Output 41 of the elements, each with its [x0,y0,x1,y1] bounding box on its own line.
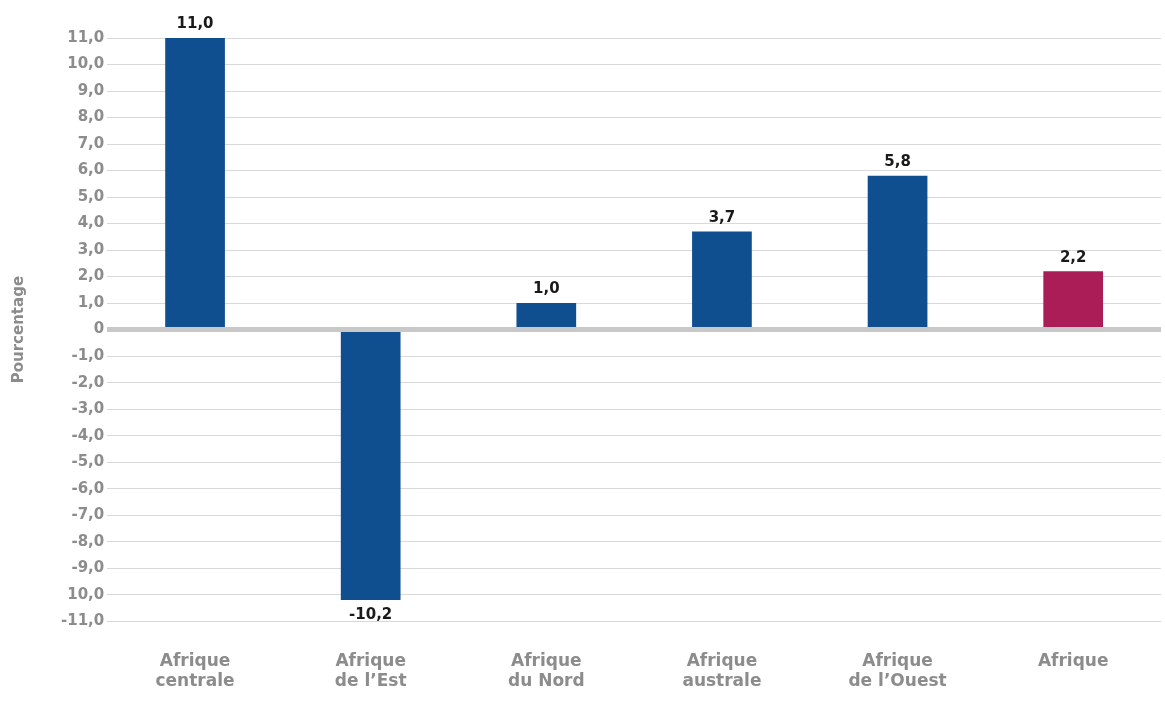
y-tick-label: -9,0 [71,558,105,577]
bar [516,303,577,328]
y-tick-label: 7,0 [77,133,105,152]
y-tick-label: 11,0 [67,27,105,46]
y-tick-label: 1,0 [77,292,105,311]
y-tick-label: 2,0 [77,266,105,285]
bar [692,231,752,328]
y-tick-label: 6,0 [77,160,105,179]
y-tick-label: 0 [93,319,105,338]
y-tick-label: -2,0 [71,372,105,391]
x-tick-label: Afrique du Nord [507,649,585,691]
y-tick-label: 10,0 [67,584,105,603]
data-label: 3,7 [708,207,736,226]
y-tick-label: 10,0 [67,54,105,73]
y-tick-label: 5,0 [77,186,105,205]
y-tick-label: -7,0 [71,505,105,524]
y-tick-label: -1,0 [71,346,105,364]
x-tick-label: Afrique de l’Est [334,649,407,691]
y-tick-label: -11,0 [60,611,105,630]
data-label: 11,0 [176,14,214,33]
y-axis-title: Pourcentage [8,275,27,384]
x-tick-label: Afrique [1037,649,1109,670]
bar [867,175,928,328]
y-tick-label: 4,0 [77,213,105,232]
y-tick-label: 9,0 [77,80,105,99]
y-tick-label: 8,0 [77,107,105,126]
y-tick-label: -8,0 [71,531,105,550]
data-label: 1,0 [533,279,560,298]
x-tick-label: Afrique de l’Ouest [848,649,947,691]
data-label: -10,2 [349,605,393,624]
bar [1043,271,1104,328]
bar [165,38,225,328]
y-tick-label: -6,0 [71,478,105,497]
x-tick-label: Afrique australe [682,649,762,691]
x-tick-label: Afrique centrale [155,649,235,691]
y-tick-label: 3,0 [77,239,105,258]
data-label: 2,2 [1059,247,1087,266]
y-tick-label: -4,0 [71,425,105,444]
y-tick-label: -3,0 [71,399,105,418]
y-tick-label: -5,0 [71,452,105,471]
data-label: 5,8 [884,152,911,171]
